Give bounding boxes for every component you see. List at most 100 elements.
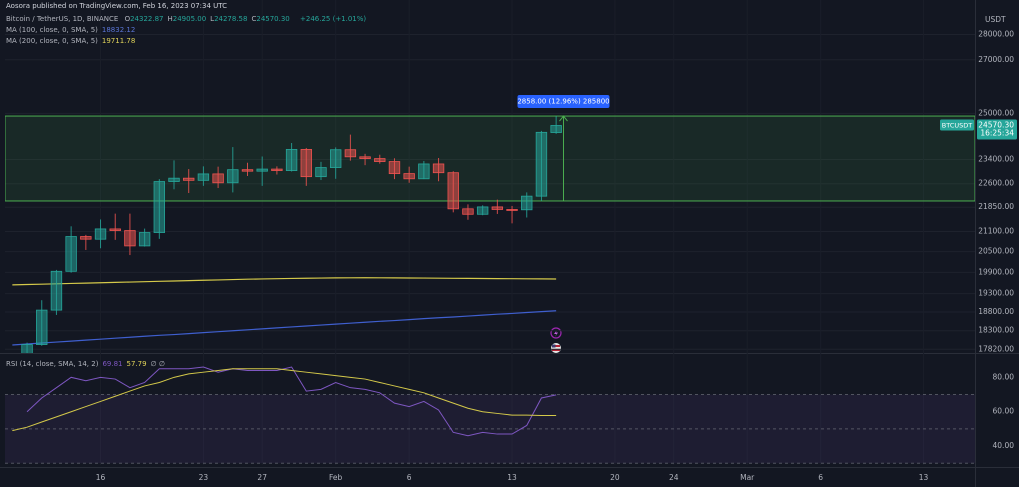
y-tick-label: 40.00 — [993, 441, 1015, 450]
ohlc-key: C — [251, 15, 257, 23]
measure-label-box — [517, 95, 610, 109]
y-tick-label: 25000.00 — [978, 108, 1014, 117]
candle-body — [432, 163, 445, 174]
ohlc-value: 24905.00 — [172, 15, 207, 23]
candle-body — [329, 149, 342, 168]
y-tick-label: 28000.00 — [978, 29, 1014, 38]
candle-body — [550, 125, 562, 133]
rsi-line — [26, 366, 557, 437]
indicator-value: 19711.78 — [101, 37, 136, 45]
candle-body — [65, 236, 77, 272]
candle-body — [36, 309, 48, 345]
x-tick-label: 13 — [919, 473, 929, 482]
symbol-title: Bitcoin / TetherUS, 1D, BINANCE — [6, 15, 119, 23]
ohlc-key: O — [124, 15, 131, 23]
symbol-tag-box — [940, 119, 974, 131]
published-line: Aosora published on TradingView.com, Feb… — [6, 2, 228, 10]
candle-body — [403, 173, 415, 180]
moving-average — [12, 277, 557, 286]
ohlc-value: 24322.87 — [130, 15, 164, 23]
last-price: 24570.30 — [978, 120, 1014, 129]
y-axis-title: USDT — [985, 15, 1006, 24]
y-tick-label: 18300.00 — [978, 326, 1014, 335]
countdown: 16:25:34 — [980, 128, 1014, 137]
candle-body — [138, 232, 151, 247]
y-tick-label: 21850.00 — [978, 202, 1014, 211]
y-tick-label: 21100.00 — [978, 227, 1014, 236]
x-tick-label: 24 — [669, 473, 679, 482]
x-tick-label: Feb — [329, 473, 343, 482]
x-tick-label: 6 — [818, 473, 823, 482]
price-pane — [5, 115, 975, 353]
moving-average — [12, 310, 557, 346]
candle-body — [212, 173, 224, 184]
candle-body — [491, 206, 504, 210]
candle-body — [476, 206, 489, 215]
y-tick-label: 23400.00 — [978, 154, 1014, 163]
rsi-pane — [5, 366, 975, 464]
candle-body — [94, 228, 107, 240]
x-tick-label: 23 — [199, 473, 209, 482]
measure-arrowhead — [559, 115, 568, 122]
change: +246.25 (+1.01%) — [300, 15, 367, 23]
measure-label: 2858.00 (12.96%) 285800 — [517, 98, 609, 106]
ma200-legend: MA (200, close, 0, SMA, 5) 19711.78 — [6, 37, 139, 46]
flag-stripe — [552, 349, 560, 351]
y-tick-label: 19300.00 — [978, 289, 1014, 298]
candle-body — [183, 177, 195, 181]
y-tick-label: 18800.00 — [978, 307, 1014, 316]
y-tick-label: 22600.00 — [978, 179, 1014, 188]
candle-body — [227, 169, 239, 184]
candle-body — [344, 149, 357, 158]
rsi-band — [5, 394, 975, 464]
candle-body — [124, 230, 136, 247]
indicator-name: MA (100, close, 0, SMA, 5) — [6, 26, 98, 34]
candle-body — [359, 156, 371, 159]
x-tick-label: 27 — [257, 473, 267, 482]
candle-body — [506, 209, 518, 211]
candle-body — [168, 177, 180, 182]
indicator-value: 18832.12 — [101, 26, 136, 34]
candle-body — [374, 158, 386, 162]
x-tick-label: 20 — [610, 473, 620, 482]
candle-body — [80, 236, 92, 240]
ohlc-key: H — [167, 15, 173, 23]
y-tick-label: 60.00 — [993, 407, 1015, 416]
last-price-box — [977, 119, 1017, 140]
indicator-name: RSI (14, close, SMA, 14, 2) — [6, 360, 99, 368]
candle-body — [418, 163, 430, 180]
x-tick-label: 16 — [96, 473, 106, 482]
y-tick-label: 19900.00 — [978, 267, 1014, 276]
y-tick-label: 20500.00 — [978, 247, 1014, 256]
candle-body — [50, 270, 63, 311]
candle-body — [241, 169, 254, 172]
candle-body — [462, 208, 474, 215]
candle-body — [521, 195, 533, 211]
measure-range — [5, 115, 975, 202]
candle-body — [153, 181, 166, 233]
ma100-legend: MA (100, close, 0, SMA, 5) 18832.12 — [6, 26, 139, 35]
candle-body — [285, 149, 298, 171]
candle-body — [21, 344, 33, 353]
flag-stripe — [552, 345, 560, 347]
rsi-legend: RSI (14, close, SMA, 14, 2) 69.81 57.79 ∅ ∅ — [6, 360, 169, 369]
x-tick-label: 13 — [507, 473, 517, 482]
candle-body — [535, 131, 548, 197]
candle-body — [388, 161, 401, 175]
flag-canton — [552, 344, 556, 348]
y-tick-label: 80.00 — [993, 372, 1015, 381]
candle-body — [109, 228, 121, 231]
ohlc-value: 24278.58 — [214, 15, 248, 23]
ohlc-key: L — [210, 15, 215, 23]
event-icon-glyph — [554, 330, 558, 337]
x-tick-label: Mar — [740, 473, 755, 482]
indicator-value: 69.81 — [102, 360, 123, 368]
symbol-legend: Bitcoin / TetherUS, 1D, BINANCE O24322.8… — [6, 15, 370, 24]
y-tick-label: 27000.00 — [978, 55, 1014, 64]
candle-body — [256, 168, 268, 172]
candle-body — [315, 167, 327, 178]
indicator-name: MA (200, close, 0, SMA, 5) — [6, 37, 98, 45]
candle-body — [300, 149, 312, 178]
